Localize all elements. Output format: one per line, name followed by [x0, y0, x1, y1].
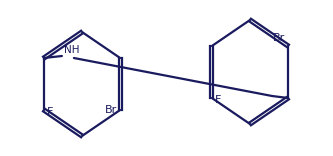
Text: Br: Br — [273, 33, 285, 43]
Text: F: F — [215, 95, 221, 105]
Text: NH: NH — [64, 45, 79, 55]
Text: F: F — [47, 107, 53, 117]
Text: Br: Br — [105, 105, 117, 115]
